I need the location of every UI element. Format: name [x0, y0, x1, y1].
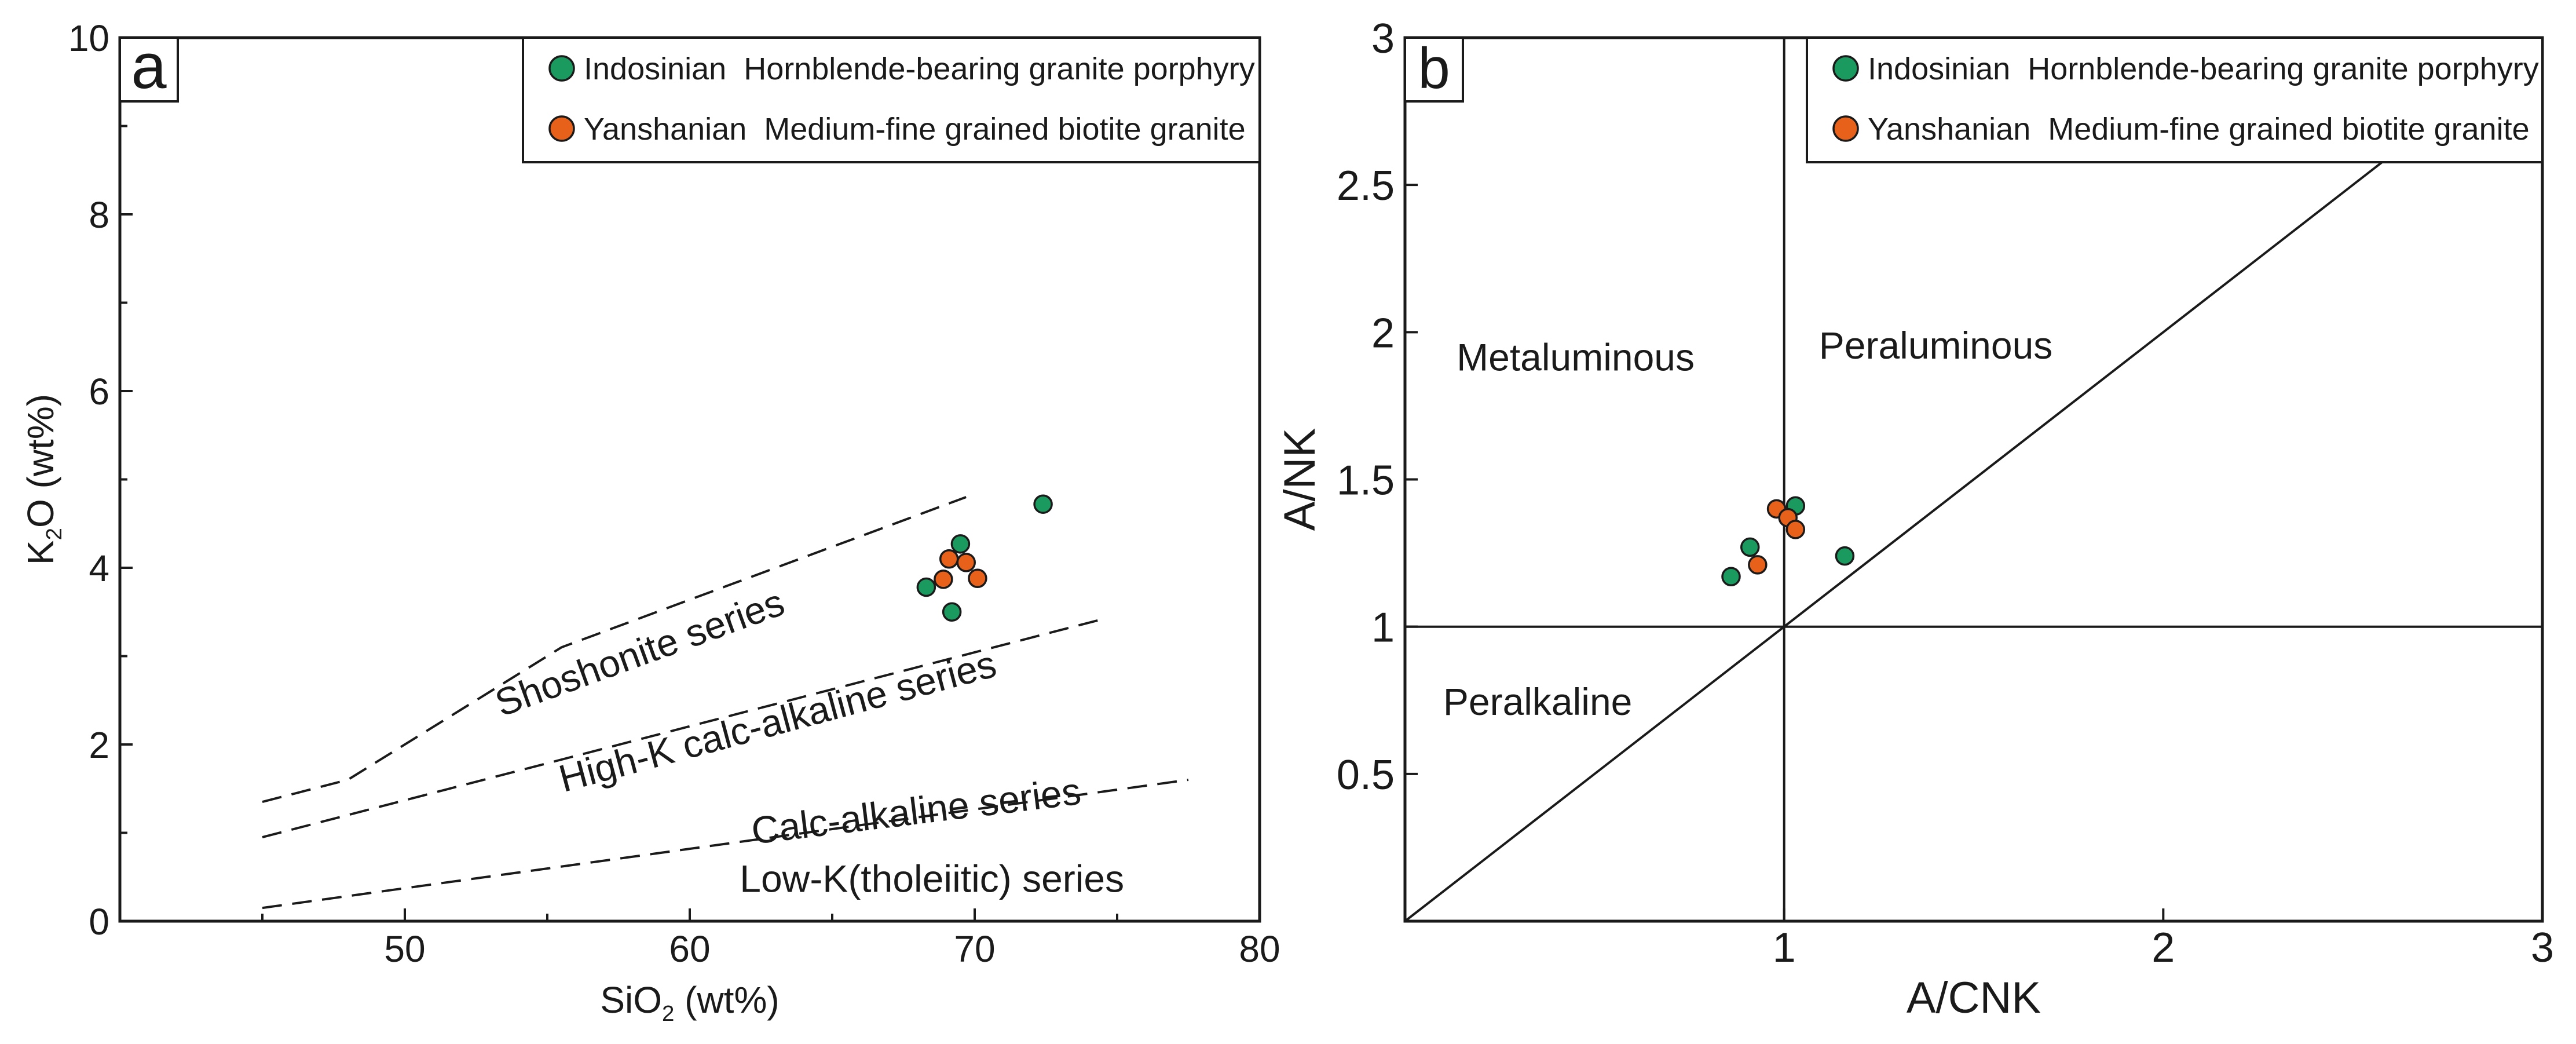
panel-b-x-tick-label: 2 [2151, 925, 2175, 971]
panel-a-point-series-1 [942, 602, 962, 622]
panel-b-point-series-1 [1740, 537, 1760, 557]
panel-a-point-series-1 [916, 577, 936, 597]
panel-a-legend-label-2: Yanshanian Medium-fine grained biotite g… [584, 112, 1246, 147]
panel-a-legend [522, 36, 1261, 163]
panel-a-y-tick-label: 4 [89, 547, 109, 589]
panel-a-y-tick-label: 6 [89, 371, 109, 413]
panel-a-point-series-2 [939, 549, 959, 569]
panel-a-y-tick-label: 2 [89, 724, 109, 766]
panel-a-point-series-1 [950, 534, 971, 554]
panel-a-shoshonite-boundary [262, 496, 967, 804]
panel-b-point-series-2 [1785, 520, 1806, 539]
panel-a-legend-label-1: Indosinian Hornblende-bearing granite po… [584, 52, 1255, 86]
panel-b-legend [1806, 36, 2544, 163]
panel-a-point-series-2 [968, 568, 987, 589]
panel-a-panel-label-box [119, 36, 179, 103]
panel-b-x-tick-label: 3 [2531, 925, 2554, 971]
panel-b-field-label: Peralkaline [1443, 680, 1633, 723]
panel-b-legend-marker-1 [1832, 55, 1859, 82]
panel-a-high-k-boundary [262, 618, 1103, 839]
panel-b-legend-marker-2 [1832, 115, 1859, 142]
panel-a-x-tick-label: 50 [384, 928, 425, 970]
panel-b-field-label: Metaluminous [1457, 335, 1695, 378]
panel-b-legend-label-1: Indosinian Hornblende-bearing granite po… [1868, 52, 2539, 86]
panel-b-panel-label-box [1404, 36, 1464, 103]
panel-b-field-label: Peraluminous [1819, 324, 2053, 367]
panel-a-y-tick-label: 8 [89, 194, 109, 236]
panel-b-y-tick-label: 2.5 [1337, 163, 1395, 209]
panel-a-x-axis-title: SiO2 (wt%) [600, 979, 779, 1026]
panel-b-x-axis-title: A/CNK [1907, 973, 2041, 1023]
panel-b-x-tick-label: 1 [1773, 925, 1796, 971]
panel-b-y-tick-label: 2 [1371, 310, 1395, 356]
panel-a-field-label: Low-K(tholeiitic) series [740, 857, 1124, 900]
panel-b-chart: 1 2 3 0.5 1 1.5 2 2.5 3 Metaluminous Peraluminous P… [1275, 16, 2554, 1023]
panel-a-x-tick-label: 80 [1239, 928, 1280, 970]
panel-a-y-tick-label: 10 [68, 17, 109, 59]
panel-b-y-tick-label: 1.5 [1337, 457, 1395, 503]
panel-a-point-series-2 [956, 553, 976, 572]
panel-b-point-series-1 [1721, 567, 1741, 586]
panel-b-legend-label-2: Yanshanian Medium-fine grained biotite g… [1868, 112, 2530, 147]
panel-a-x-tick-label: 60 [669, 928, 710, 970]
panel-b-y-axis-title: A/NK [1275, 428, 1324, 531]
panel-a-y-axis-title: K2O (wt%) [20, 394, 67, 565]
panel-a-calc-alkaline-boundary [262, 779, 1189, 910]
panel-a-legend-marker-1 [548, 55, 575, 82]
panel-a-point-series-2 [934, 570, 953, 589]
panel-a-panel-label: a [131, 31, 167, 102]
panel-a-y-tick-label: 0 [89, 901, 109, 943]
panel-b-point-series-1 [1835, 546, 1855, 566]
panel-a-point-series-1 [1033, 494, 1053, 514]
panel-b-point-series-2 [1748, 555, 1768, 575]
panel-b-y-tick-label: 1 [1371, 605, 1395, 651]
panel-b-diagonal-boundary [1404, 140, 2411, 922]
panel-b-panel-label: b [1418, 36, 1450, 101]
panel-b-y-tick-label: 0.5 [1337, 752, 1395, 798]
panel-a-x-tick-label: 70 [954, 928, 995, 970]
panel-b-y-tick-label: 3 [1371, 16, 1395, 62]
panel-a-legend-marker-2 [548, 115, 575, 142]
